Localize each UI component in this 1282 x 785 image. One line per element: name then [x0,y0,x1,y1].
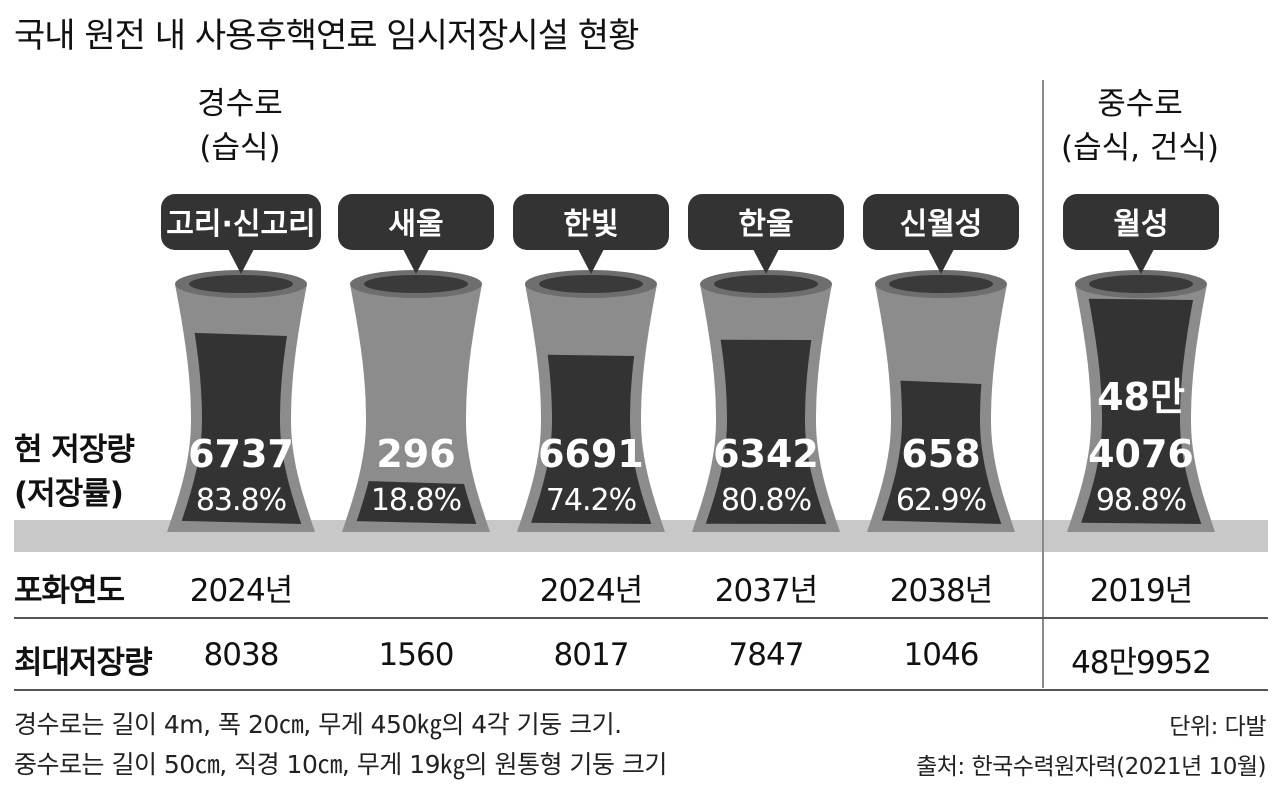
max-storage-cell: 1046 [903,637,980,673]
group-label-heavy-water: 중수로 (습식, 건식) [1050,82,1230,170]
saturation-year-cell: 2019년 [1089,573,1193,609]
storage-rate-label: 80.8% [721,483,811,518]
storage-count-label: 6691 [538,432,644,476]
badge-pointer [403,249,429,274]
storage-count-label: 6737 [188,432,294,476]
storage-fill-bar [181,332,302,524]
badge-pointer [228,249,254,274]
row-label-max-storage: 최대저장량 [14,645,153,681]
tower-opening [189,275,293,293]
cooling-tower [342,284,490,532]
unit-label: 단위: 다발 [1169,714,1266,740]
group-label-light-water: 경수로 (습식) [160,82,320,170]
tower-opening [1089,275,1193,293]
badge-pointer [1128,249,1154,274]
tower-opening [714,275,818,293]
plant-name-label: 월성 [1113,207,1168,242]
plant-name-badge [688,194,844,250]
row-label-current-line2: (저장률) [14,476,124,512]
plant-name-label: 신월성 [900,207,983,242]
group-label-line2: (습식) [199,130,281,166]
chart-title: 국내 원전 내 사용후핵연료 임시저장시설 현황 [14,16,639,56]
note-light-water: 경수로는 길이 4m, 폭 20㎝, 무게 450㎏의 4각 기둥 크기. [14,710,622,739]
saturation-year-cell: 2038년 [889,573,993,609]
plant-name-label: 한울 [738,207,793,242]
storage-rate-label: 74.2% [546,483,636,518]
storage-fill-bar [705,339,827,524]
tower-opening [364,275,468,293]
plant-name-badge [1063,194,1219,250]
storage-rate-label: 62.9% [896,483,986,518]
plant-name-badge [338,194,494,250]
storage-fill-bar [1081,298,1202,524]
storage-count-label: 6342 [713,432,819,476]
badge-pointer [928,249,954,274]
storage-count-label: 658 [901,432,980,476]
plant-name-badge [161,194,321,250]
max-storage-cell: 1560 [378,637,455,673]
max-storage-cell: 48만9952 [1071,645,1212,681]
plant-name-label: 한빛 [563,207,618,242]
plant-name-label: 새울 [388,207,443,242]
max-storage-cell: 7847 [728,637,805,673]
storage-fill-bar [356,481,477,524]
storage-rate-label: 18.8% [371,483,461,518]
saturation-year-cell: 2024년 [189,573,293,609]
plant-name-label: 고리·신고리 [166,207,315,242]
group-label-line1: 경수로 [197,86,283,122]
storage-rate-label: 83.8% [196,483,286,518]
group-label-line2: (습식, 건식) [1061,130,1219,166]
storage-count-label: 48만 [1097,375,1185,419]
saturation-year-cell: 2024년 [539,573,643,609]
row-divider [14,689,1268,691]
tower-opening [889,275,993,293]
row-label-current-storage: 현 저장량 (저장률) [14,428,135,516]
plant-name-badge [863,194,1019,250]
storage-fill-bar [881,380,1002,524]
saturation-year-cell: 2037년 [714,573,818,609]
storage-count-label: 4076 [1088,432,1194,476]
max-storage-cell: 8017 [553,637,630,673]
plant-name-badge [513,194,669,250]
max-storage-cell: 8038 [203,637,280,673]
source-label: 출처: 한국수력원자력(2021년 10월) [916,754,1266,780]
tower-opening [539,275,643,293]
storage-rate-label: 98.8% [1096,483,1186,518]
group-divider [1042,80,1044,688]
row-divider [14,617,1268,619]
group-label-line1: 중수로 [1097,86,1183,122]
storage-fill-bar [531,354,652,524]
badge-pointer [578,249,604,274]
row-label-current-line1: 현 저장량 [14,432,135,468]
row-label-saturation-year: 포화연도 [14,573,125,609]
note-heavy-water: 중수로는 길이 50㎝, 직경 10㎝, 무게 19㎏의 원통형 기둥 크기 [14,750,667,779]
badge-pointer [753,249,779,274]
storage-count-label: 296 [376,432,455,476]
